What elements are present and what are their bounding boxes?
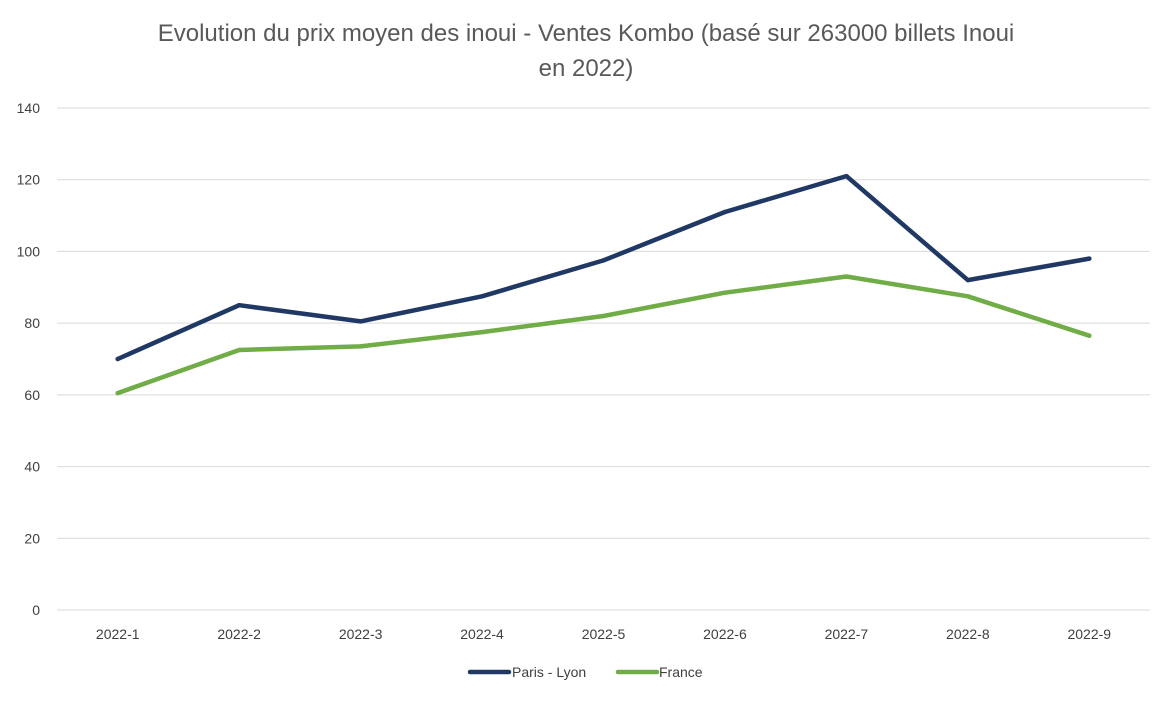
data-point-paris-lyon — [115, 356, 120, 362]
y-tick-label: 120 — [17, 172, 41, 188]
data-point-paris-lyon — [1087, 256, 1092, 261]
data-point-paris-lyon — [236, 303, 242, 308]
x-tick-label: 2022-7 — [825, 626, 869, 642]
data-point-paris-lyon — [601, 258, 606, 263]
data-point-paris-lyon — [844, 173, 849, 179]
series-line-paris-lyon — [115, 173, 1092, 362]
legend-label: Paris - Lyon — [512, 664, 586, 680]
x-tick-label: 2022-6 — [703, 626, 747, 642]
chart-title: Evolution du prix moyen des inoui - Vent… — [158, 20, 1015, 82]
x-tick-label: 2022-8 — [946, 626, 990, 642]
chart-title-line-1: Evolution du prix moyen des inoui - Vent… — [158, 20, 1015, 47]
y-tick-label: 100 — [17, 243, 41, 259]
y-tick-label: 40 — [24, 459, 40, 475]
x-tick-label: 2022-1 — [96, 626, 140, 642]
x-tick-label: 2022-4 — [460, 626, 504, 642]
series-lines — [115, 173, 1092, 396]
gridlines — [57, 107, 1150, 611]
data-point-france — [358, 344, 363, 349]
y-tick-label: 20 — [24, 530, 40, 546]
x-tick-label: 2022-2 — [217, 626, 261, 642]
data-point-paris-lyon — [358, 319, 363, 324]
y-tick-label: 80 — [24, 315, 40, 331]
y-tick-label: 140 — [17, 100, 41, 116]
y-axis-tick-labels: 0 20 40 60 80 100 120 140 — [17, 100, 41, 618]
data-point-france — [479, 329, 485, 335]
data-point-france — [1087, 333, 1092, 338]
data-point-france — [115, 390, 120, 396]
y-tick-label: 60 — [24, 387, 40, 403]
data-point-paris-lyon — [965, 277, 971, 283]
chart-title-line-2: en 2022) — [539, 55, 634, 82]
data-point-france — [965, 294, 971, 299]
legend: Paris - Lyon France — [467, 664, 703, 680]
data-point-paris-lyon — [722, 209, 728, 215]
legend-label: France — [659, 664, 703, 680]
data-point-france — [722, 290, 728, 295]
data-point-france — [844, 274, 849, 279]
data-point-france — [601, 313, 606, 319]
x-tick-label: 2022-9 — [1067, 626, 1111, 642]
x-axis-tick-labels: 2022-1 2022-2 2022-3 2022-4 2022-5 2022-6 2022… — [96, 626, 1111, 642]
series-line-france — [115, 274, 1092, 396]
data-point-france — [236, 347, 242, 353]
y-tick-label: 0 — [32, 602, 40, 618]
data-point-paris-lyon — [479, 294, 485, 299]
x-tick-label: 2022-3 — [339, 626, 383, 642]
x-tick-label: 2022-5 — [582, 626, 626, 642]
